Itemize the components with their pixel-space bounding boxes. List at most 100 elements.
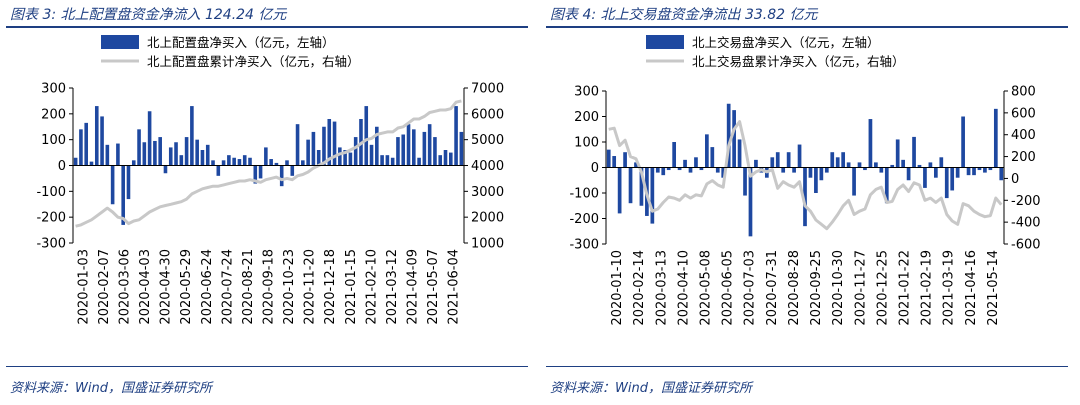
bar bbox=[380, 155, 384, 166]
x-tick-label: 2020-06-05 bbox=[721, 250, 736, 326]
source-rule bbox=[6, 366, 528, 367]
cumulative-line bbox=[75, 99, 462, 228]
legend-line-label: 北上配置盘累计净买入（亿元，右轴） bbox=[147, 54, 360, 69]
bar bbox=[179, 155, 184, 166]
bar bbox=[677, 167, 682, 171]
bar bbox=[650, 167, 655, 224]
bar bbox=[105, 144, 110, 166]
bar bbox=[216, 165, 221, 176]
chart-panel-right: 图表 4: 北上交易盘资金净流出 33.82 亿元 -300 -200 -100 0 1… bbox=[546, 0, 1076, 405]
x-tick-label: 2021-06-04 bbox=[447, 249, 462, 325]
bar bbox=[906, 167, 911, 181]
bar bbox=[412, 129, 416, 166]
bar bbox=[901, 159, 905, 168]
y-right-tick-label: 1000 bbox=[471, 237, 504, 252]
bar bbox=[248, 157, 252, 166]
bar bbox=[385, 155, 390, 166]
bar bbox=[100, 116, 104, 166]
bar bbox=[311, 131, 316, 166]
x-tick-label: 2021-04-16 bbox=[964, 250, 979, 326]
bar bbox=[174, 142, 178, 166]
bar bbox=[715, 167, 720, 173]
bar bbox=[912, 136, 916, 168]
bar bbox=[338, 147, 342, 166]
bar bbox=[732, 110, 736, 168]
bar bbox=[274, 162, 279, 166]
bar bbox=[743, 167, 747, 196]
y-left-tick-label: 0 bbox=[58, 159, 66, 174]
bar bbox=[364, 106, 369, 166]
bar bbox=[803, 167, 807, 227]
x-tick-label: 2021-01-15 bbox=[344, 249, 359, 325]
bar bbox=[639, 167, 644, 206]
bar bbox=[401, 134, 406, 166]
bar bbox=[295, 124, 300, 166]
legend-bar-label: 北上配置盘净买入（亿元，左轴） bbox=[147, 35, 335, 50]
bar bbox=[253, 165, 258, 184]
bar bbox=[343, 150, 347, 166]
bar bbox=[322, 126, 326, 166]
bar bbox=[819, 167, 824, 181]
bar bbox=[237, 159, 242, 166]
bar bbox=[163, 165, 168, 174]
y-right-tick-label: 0 bbox=[1011, 172, 1019, 187]
bar bbox=[606, 149, 611, 168]
y-right-tick-label: 600 bbox=[1011, 106, 1036, 121]
bar bbox=[168, 147, 173, 166]
bar bbox=[972, 167, 976, 176]
y-left-tick-label: 100 bbox=[574, 136, 599, 151]
bar bbox=[316, 150, 321, 166]
y-right-tick-label: 2000 bbox=[471, 211, 504, 226]
bar bbox=[264, 147, 268, 166]
bar bbox=[895, 139, 900, 168]
bar bbox=[961, 116, 965, 168]
source-rule bbox=[546, 366, 1068, 367]
x-tick-label: 2020-12-18 bbox=[323, 249, 338, 325]
chart-title: 图表 4: 北上交易盘资金净流出 33.82 亿元 bbox=[550, 7, 818, 23]
bar bbox=[748, 167, 753, 237]
x-tick-label: 2021-02-10 bbox=[364, 249, 379, 325]
bar bbox=[983, 167, 987, 173]
y-right-tick-label: 6000 bbox=[471, 107, 504, 122]
bar bbox=[863, 167, 867, 171]
x-tick-label: 2020-09-18 bbox=[262, 249, 277, 325]
x-tick-label: 2020-06-24 bbox=[200, 249, 215, 325]
y-right-tick-label: 400 bbox=[1011, 128, 1036, 143]
bar bbox=[285, 160, 289, 166]
bar bbox=[928, 162, 933, 168]
bar bbox=[933, 167, 938, 178]
bar bbox=[121, 165, 125, 225]
bar bbox=[211, 160, 215, 166]
bar bbox=[666, 167, 671, 171]
y-left-tick-label: -300 bbox=[569, 238, 599, 253]
bar bbox=[710, 147, 715, 168]
y-right-tick-label: 3000 bbox=[471, 185, 504, 200]
x-tick-label: 2021-05-07 bbox=[426, 249, 441, 325]
bar bbox=[390, 157, 395, 166]
x-tick-label: 2020-12-25 bbox=[875, 250, 890, 326]
x-tick-label: 2020-03-13 bbox=[654, 250, 669, 326]
title-rule bbox=[6, 26, 528, 28]
y-left-tick-label: 300 bbox=[574, 85, 599, 100]
bar bbox=[147, 111, 152, 166]
x-tick-label: 2020-01-03 bbox=[76, 249, 91, 325]
y-left-tick-label: -100 bbox=[569, 187, 599, 202]
bar bbox=[422, 131, 427, 166]
bar bbox=[73, 157, 78, 166]
x-tick-label: 2020-02-14 bbox=[632, 250, 647, 326]
bar bbox=[917, 164, 922, 168]
bar bbox=[375, 126, 379, 166]
bar bbox=[110, 165, 115, 205]
bar bbox=[353, 137, 358, 166]
bar bbox=[269, 159, 273, 166]
bar bbox=[89, 161, 94, 166]
y-right-tick-label: 5000 bbox=[471, 133, 504, 148]
bar bbox=[242, 155, 247, 166]
bar bbox=[116, 143, 120, 166]
x-tick-label: 2020-07-31 bbox=[765, 250, 780, 326]
y-right-tick-label: -400 bbox=[1011, 216, 1041, 231]
y-right-tick-label: 200 bbox=[1011, 150, 1036, 165]
chart-panel-left: 图表 3: 北上配置盘资金净流入 124.24 亿元 -300 -200 -100 0… bbox=[6, 0, 536, 405]
bar bbox=[857, 162, 862, 168]
bar bbox=[348, 152, 353, 166]
